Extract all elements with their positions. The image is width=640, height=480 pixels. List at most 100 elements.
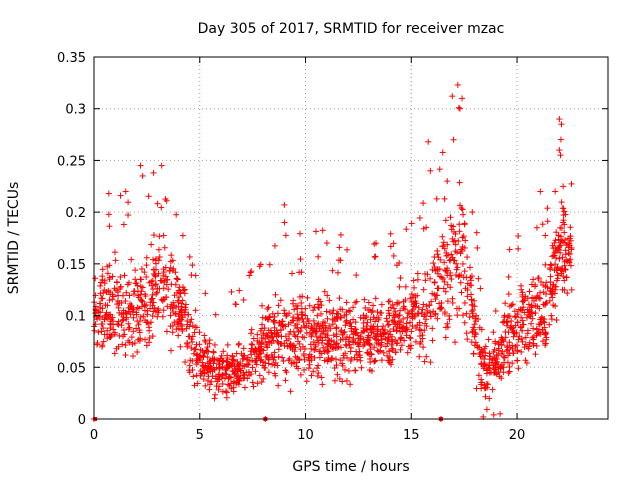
data-point bbox=[381, 329, 388, 336]
data-point bbox=[505, 273, 512, 280]
data-point bbox=[191, 382, 198, 389]
data-point bbox=[368, 322, 375, 329]
data-point bbox=[380, 323, 387, 330]
data-point bbox=[318, 374, 325, 381]
data-point bbox=[352, 319, 359, 326]
data-point bbox=[407, 295, 414, 302]
data-point bbox=[526, 343, 533, 350]
data-point bbox=[456, 221, 463, 228]
data-point bbox=[319, 339, 326, 346]
data-point bbox=[473, 229, 480, 236]
data-point bbox=[256, 339, 263, 346]
data-point bbox=[408, 328, 415, 335]
data-point bbox=[182, 301, 189, 308]
data-point bbox=[181, 309, 188, 316]
data-point bbox=[355, 343, 362, 350]
data-point bbox=[364, 350, 371, 357]
data-point bbox=[384, 318, 391, 325]
data-point bbox=[406, 319, 413, 326]
data-point bbox=[385, 322, 392, 329]
data-point bbox=[469, 310, 476, 317]
data-point bbox=[106, 297, 113, 304]
data-point bbox=[339, 360, 346, 367]
data-point bbox=[565, 250, 572, 257]
data-point bbox=[501, 354, 508, 361]
data-point bbox=[353, 272, 360, 279]
data-point bbox=[541, 301, 548, 308]
data-point bbox=[186, 369, 193, 376]
data-point bbox=[114, 320, 121, 327]
data-point bbox=[125, 212, 132, 219]
data-point bbox=[139, 172, 146, 179]
data-point bbox=[325, 348, 332, 355]
data-point bbox=[289, 270, 296, 277]
data-point bbox=[446, 316, 453, 323]
data-point bbox=[557, 136, 564, 143]
data-point bbox=[464, 280, 471, 287]
data-point bbox=[315, 296, 322, 303]
data-point bbox=[391, 314, 398, 321]
data-point bbox=[306, 351, 313, 358]
y-tick-label: 0.25 bbox=[57, 154, 86, 169]
data-point bbox=[444, 272, 451, 279]
data-point bbox=[343, 377, 350, 384]
data-point bbox=[183, 340, 190, 347]
data-point bbox=[464, 336, 471, 343]
data-point bbox=[300, 351, 307, 358]
data-point bbox=[140, 313, 147, 320]
data-point bbox=[404, 349, 411, 356]
data-point bbox=[459, 206, 466, 213]
data-point bbox=[424, 271, 431, 278]
data-point bbox=[188, 316, 195, 323]
data-point bbox=[492, 338, 499, 345]
data-point bbox=[442, 217, 449, 224]
data-point bbox=[410, 277, 417, 284]
data-point bbox=[283, 311, 290, 318]
data-point bbox=[444, 298, 451, 305]
data-point bbox=[162, 273, 169, 280]
data-point bbox=[420, 301, 427, 308]
data-point bbox=[302, 305, 309, 312]
data-point bbox=[193, 372, 200, 379]
data-point bbox=[189, 333, 196, 340]
data-point bbox=[192, 346, 199, 353]
data-point bbox=[323, 308, 330, 315]
data-point bbox=[119, 341, 126, 348]
data-point bbox=[442, 334, 449, 341]
data-point bbox=[178, 306, 185, 313]
data-point bbox=[223, 358, 230, 365]
data-point bbox=[421, 320, 428, 327]
data-point bbox=[290, 359, 297, 366]
data-point bbox=[554, 272, 561, 279]
data-point bbox=[529, 334, 536, 341]
data-point bbox=[502, 300, 509, 307]
data-point bbox=[419, 332, 426, 339]
data-point bbox=[471, 333, 478, 340]
data-point bbox=[416, 353, 423, 360]
data-point bbox=[137, 313, 144, 320]
data-point bbox=[264, 333, 271, 340]
data-point bbox=[262, 360, 269, 367]
data-point bbox=[393, 340, 400, 347]
data-point bbox=[122, 342, 129, 349]
data-point bbox=[532, 310, 539, 317]
data-point bbox=[149, 312, 156, 319]
data-point bbox=[394, 323, 401, 330]
data-point bbox=[459, 95, 466, 102]
data-point bbox=[461, 220, 468, 227]
data-point bbox=[248, 326, 255, 333]
data-point bbox=[297, 346, 304, 353]
data-point bbox=[126, 292, 133, 299]
data-point bbox=[280, 358, 287, 365]
data-point bbox=[501, 312, 508, 319]
data-point bbox=[416, 340, 423, 347]
data-point bbox=[326, 338, 333, 345]
data-point bbox=[274, 362, 281, 369]
data-point bbox=[186, 362, 193, 369]
data-point bbox=[198, 370, 205, 377]
data-point bbox=[494, 358, 501, 365]
data-point bbox=[514, 357, 521, 364]
data-point bbox=[373, 340, 380, 347]
data-point bbox=[290, 328, 297, 335]
data-point bbox=[536, 295, 543, 302]
